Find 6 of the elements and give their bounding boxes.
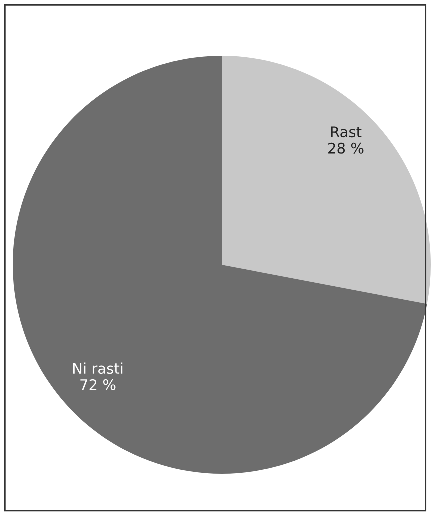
pie-slice <box>222 56 431 304</box>
slice-label: Rast <box>331 126 362 138</box>
slice-label: Ni rasti <box>73 362 123 374</box>
data-label: 28 % <box>328 142 364 154</box>
data-label: 72 % <box>80 379 116 390</box>
pie-slice <box>13 56 428 474</box>
